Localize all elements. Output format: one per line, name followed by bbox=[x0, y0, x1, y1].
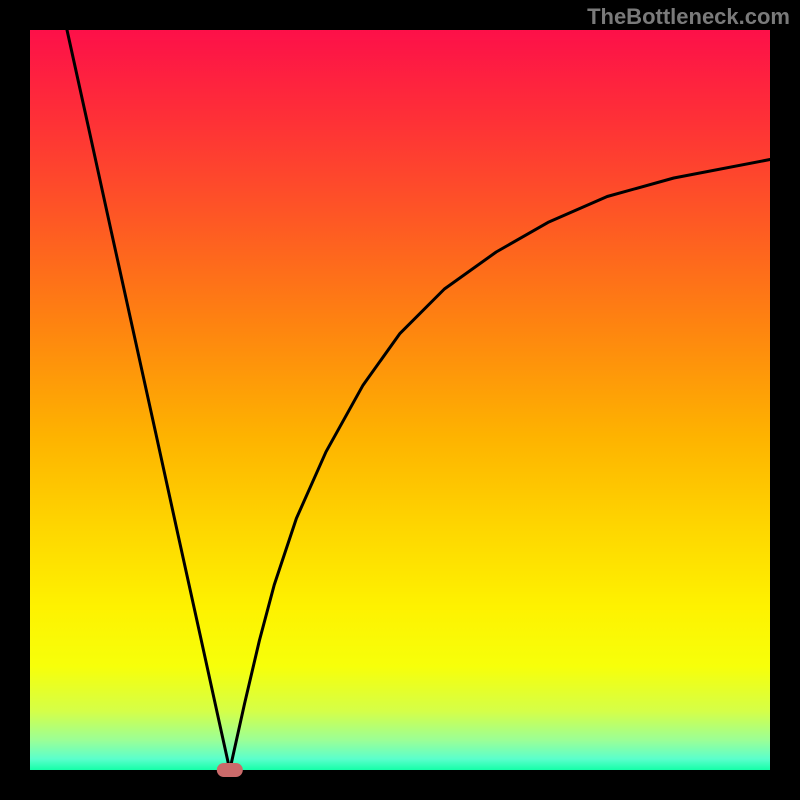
plot-background bbox=[30, 30, 770, 770]
chart-root: TheBottleneck.com bbox=[0, 0, 800, 800]
watermark-text: TheBottleneck.com bbox=[587, 4, 790, 30]
chart-canvas bbox=[0, 0, 800, 800]
optimum-marker bbox=[217, 763, 243, 777]
